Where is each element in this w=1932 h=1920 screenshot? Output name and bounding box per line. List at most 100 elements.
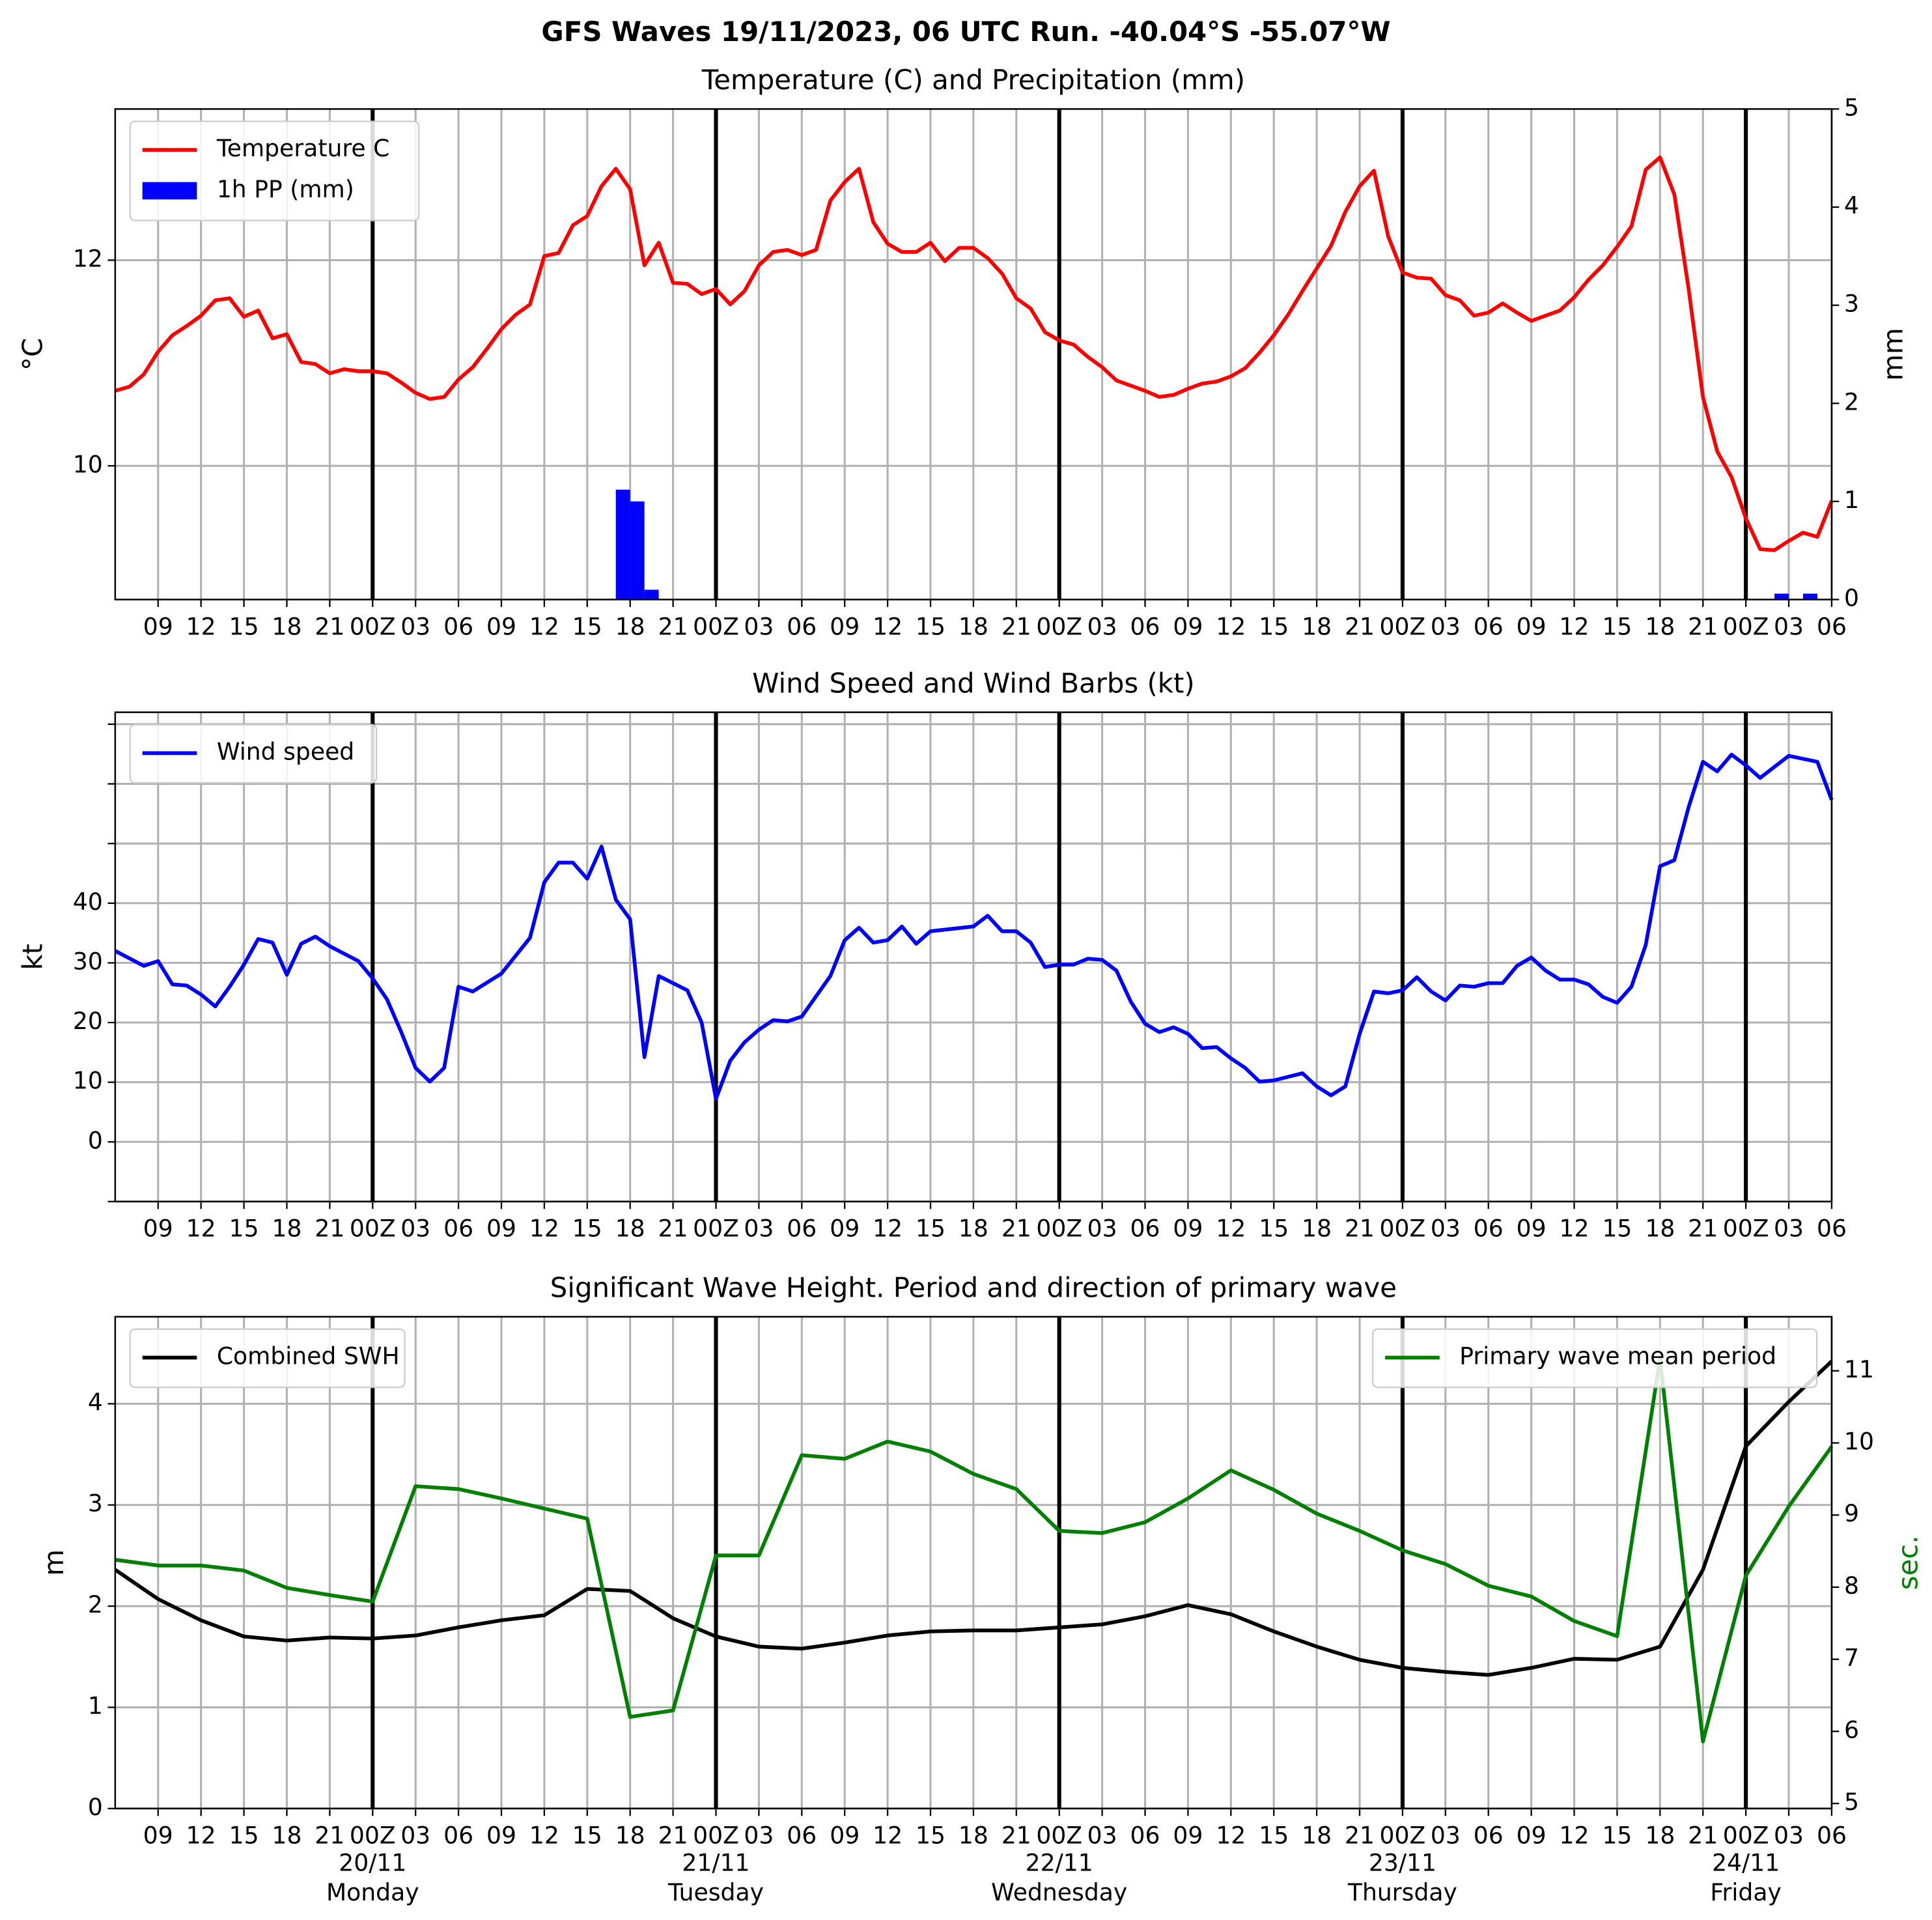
x-tick-label: 09: [1173, 1822, 1203, 1850]
x-tick-label: 06: [1817, 612, 1847, 640]
x-tick-label: 06: [787, 1822, 817, 1850]
weekday-label: Friday: [1710, 1878, 1781, 1906]
x-tick-label: 00Z: [693, 612, 739, 640]
x-tick-label: 03: [1087, 1215, 1117, 1243]
y-tick-label: 3: [88, 1489, 103, 1518]
legend-label: 1h PP (mm): [217, 175, 354, 203]
series-line: [115, 1357, 1834, 1744]
x-tick-label: 06: [443, 612, 473, 640]
x-tick-label: 09: [143, 1215, 173, 1243]
figure-title: GFS Waves 19/11/2023, 06 UTC Run. -40.04…: [541, 16, 1390, 48]
x-tick-label: 00Z: [350, 1215, 396, 1243]
x-tick-label: 12: [1560, 612, 1589, 640]
x-tick-label: 18: [959, 612, 988, 640]
x-tick-label: 12: [186, 612, 216, 640]
bar: [630, 501, 645, 600]
x-tick-label: 15: [916, 1215, 945, 1243]
legend-label: Wind speed: [217, 737, 354, 765]
bar: [615, 489, 630, 600]
date-label: 24/11: [1712, 1848, 1780, 1876]
x-tick-label: 00Z: [350, 612, 396, 640]
x-tick-label: 09: [1517, 1822, 1547, 1850]
x-tick-label: 21: [1688, 1215, 1718, 1243]
x-tick-label: 15: [1602, 1215, 1632, 1243]
x-tick-label: 12: [529, 612, 559, 640]
x-tick-label: 21: [658, 1822, 688, 1850]
x-tick-label: 06: [1130, 1822, 1160, 1850]
x-tick-label: 03: [744, 612, 774, 640]
x-tick-label: 21: [1001, 1215, 1031, 1243]
series-line: [114, 1360, 1833, 1677]
x-tick-label: 21: [1001, 612, 1031, 640]
x-tick-label: 06: [1130, 1215, 1160, 1243]
x-tick-label: 18: [615, 612, 645, 640]
subplot-title: Significant Wave Height. Period and dire…: [550, 1271, 1397, 1303]
x-tick-label: 09: [830, 1215, 860, 1243]
y-tick-label: 0: [88, 1126, 103, 1154]
y2-tick-label: 1: [1844, 486, 1859, 514]
x-tick-label: 00Z: [693, 1822, 739, 1850]
x-tick-label: 03: [744, 1822, 774, 1850]
x-tick-label: 03: [1087, 1822, 1117, 1850]
y2-tick-label: 2: [1844, 388, 1859, 416]
x-tick-label: 06: [1817, 1215, 1847, 1243]
x-tick-label: 12: [1216, 1215, 1246, 1243]
y-tick-label: 0: [88, 1793, 103, 1821]
weekday-label: Thursday: [1347, 1878, 1457, 1906]
x-tick-label: 03: [1087, 612, 1117, 640]
x-tick-label: 03: [1774, 1215, 1804, 1243]
legend-swatch: [142, 182, 197, 200]
y2-tick-label: 5: [1844, 1788, 1859, 1816]
legend-box: [129, 1328, 406, 1389]
x-tick-label: 03: [1431, 1822, 1461, 1850]
y2-tick-label: 7: [1844, 1644, 1859, 1672]
x-tick-label: 12: [1216, 1822, 1246, 1850]
bar: [644, 589, 659, 600]
x-tick-label: 12: [186, 1215, 216, 1243]
plot-frame: [114, 108, 1833, 600]
x-tick-label: 00Z: [1380, 612, 1426, 640]
y2-tick-label: 8: [1844, 1572, 1859, 1600]
x-tick-label: 18: [1645, 1822, 1675, 1850]
x-tick-label: 18: [959, 1822, 988, 1850]
x-tick-label: 03: [1774, 1822, 1804, 1850]
y-axis-label: °C: [17, 338, 49, 371]
x-tick-label: 15: [1602, 1822, 1632, 1850]
plot-frame: [114, 711, 1833, 1203]
x-tick-label: 18: [615, 1215, 645, 1243]
x-tick-label: 12: [529, 1215, 559, 1243]
legend-label: Combined SWH: [217, 1342, 400, 1370]
x-tick-label: 18: [272, 612, 302, 640]
x-tick-label: 15: [572, 612, 602, 640]
x-tick-label: 18: [1302, 1822, 1332, 1850]
x-tick-label: 15: [229, 1215, 259, 1243]
x-tick-label: 12: [186, 1822, 216, 1850]
x-tick-label: 18: [959, 1215, 988, 1243]
y2-tick-label: 5: [1844, 93, 1859, 121]
legend-box: [129, 724, 378, 784]
x-tick-label: 21: [1345, 1215, 1375, 1243]
x-tick-label: 15: [572, 1215, 602, 1243]
x-tick-label: 21: [1001, 1822, 1031, 1850]
x-tick-label: 15: [1602, 612, 1632, 640]
y2-tick-label: 6: [1844, 1715, 1859, 1744]
date-label: 22/11: [1026, 1848, 1093, 1876]
plot-frame: [114, 1316, 1833, 1810]
y2-tick-label: 0: [1844, 584, 1859, 612]
y2-axis-label: sec.: [1892, 1535, 1924, 1590]
x-tick-label: 18: [615, 1822, 645, 1850]
x-tick-label: 03: [400, 612, 430, 640]
y-axis-label: m: [38, 1549, 70, 1576]
x-tick-label: 15: [572, 1822, 602, 1850]
x-tick-label: 00Z: [1036, 612, 1082, 640]
x-tick-label: 09: [830, 612, 860, 640]
legend-label: Primary wave mean period: [1459, 1342, 1776, 1370]
x-tick-label: 15: [916, 1822, 945, 1850]
y-tick-label: 12: [73, 244, 103, 272]
y-tick-label: 30: [73, 947, 103, 975]
weekday-label: Monday: [326, 1878, 419, 1906]
y-axis-label: kt: [17, 944, 49, 970]
x-tick-label: 06: [787, 612, 817, 640]
x-tick-label: 03: [1431, 1215, 1461, 1243]
